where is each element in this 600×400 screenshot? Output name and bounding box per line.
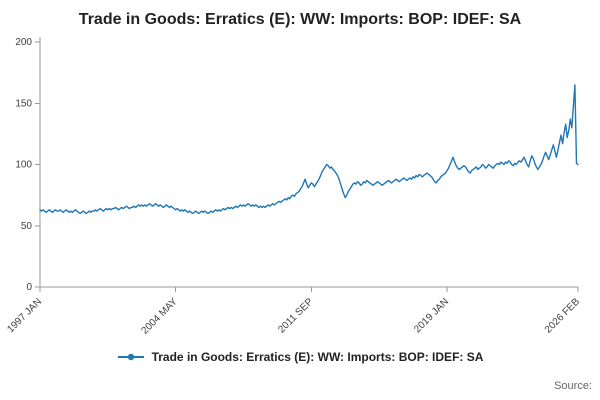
x-tick-label: 2004 MAY [140,296,181,337]
series-line[interactable] [39,84,579,215]
x-tick-label: 1997 JAN [5,296,44,335]
legend-line-marker-icon [117,353,144,361]
chart-title: Trade in Goods: Erratics (E): WW: Import… [78,11,522,28]
source-label: Source: [554,380,592,392]
legend-label: Trade in Goods: Erratics (E): WW: Import… [151,350,484,364]
x-tick-label: 2011 SEP [276,296,315,335]
y-tick-label: 200 [15,37,32,48]
chart-canvas: 0 50 100 150 200 1997 JAN 2004 MAY 2011 SEP 2019… [5,37,582,337]
legend: Trade in Goods: Erratics (E): WW: Import… [0,350,600,364]
legend-item[interactable]: Trade in Goods: Erratics (E): WW: Import… [117,350,484,364]
y-tick-label: 150 [15,98,32,109]
y-tick-label: 100 [15,160,32,171]
x-tick-label: 2026 FEB [543,296,582,335]
y-tick-label: 50 [21,221,33,232]
y-tick-label: 0 [26,282,32,293]
x-tick-label: 2019 JAN [412,296,451,335]
